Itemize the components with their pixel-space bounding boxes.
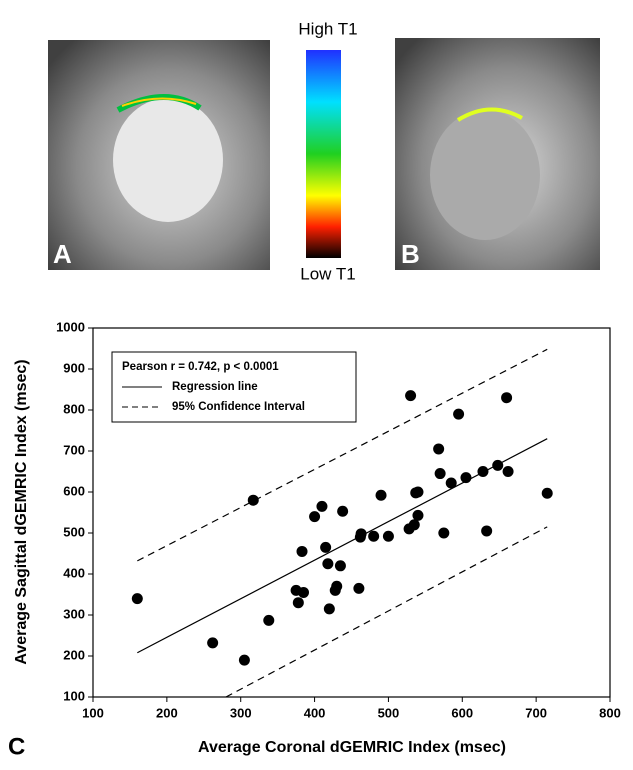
point xyxy=(297,586,309,598)
point xyxy=(382,530,394,542)
point xyxy=(334,560,346,572)
image-a xyxy=(48,40,270,270)
point xyxy=(368,530,380,542)
y-tick-label: 100 xyxy=(63,688,85,703)
point xyxy=(445,477,457,489)
y-tick-label: 600 xyxy=(63,483,85,498)
point xyxy=(408,519,420,531)
x-tick-label: 600 xyxy=(451,705,473,720)
point xyxy=(460,472,472,484)
point xyxy=(492,459,504,471)
y-tick-label: 200 xyxy=(63,647,85,662)
point xyxy=(292,597,304,609)
confidence-upper xyxy=(137,348,548,562)
point xyxy=(323,603,335,615)
legend-label: Regression line xyxy=(172,381,258,393)
x-tick-label: 100 xyxy=(82,705,104,720)
point xyxy=(322,558,334,570)
point xyxy=(263,614,275,626)
y-tick-label: 700 xyxy=(63,442,85,457)
x-tick-label: 200 xyxy=(156,705,178,720)
colorbar-high-label: High T1 xyxy=(298,19,357,38)
point xyxy=(453,408,465,420)
point xyxy=(502,466,514,477)
point xyxy=(296,545,308,557)
point xyxy=(501,392,513,404)
point xyxy=(353,582,365,594)
colorbar-low-label: Low T1 xyxy=(300,264,355,283)
point xyxy=(433,443,445,455)
panel-label: A xyxy=(53,239,72,269)
confidence-lower xyxy=(225,526,548,698)
point xyxy=(434,468,446,480)
plot-frame xyxy=(92,327,611,698)
point xyxy=(238,654,250,666)
y-tick-label: 400 xyxy=(63,565,85,580)
x-tick-label: 300 xyxy=(230,705,252,720)
y-tick-label: 900 xyxy=(63,360,85,375)
x-tick-label: 500 xyxy=(378,705,400,720)
point xyxy=(337,505,349,517)
point xyxy=(247,494,259,506)
point xyxy=(477,466,489,477)
x-tick-label: 400 xyxy=(304,705,326,720)
point xyxy=(355,528,367,540)
x-tick-label: 800 xyxy=(599,705,621,720)
y-tick-label: 300 xyxy=(63,606,85,621)
colorbar xyxy=(306,50,341,258)
y-tick-label: 1000 xyxy=(56,319,85,334)
point xyxy=(412,486,424,498)
panel-label: B xyxy=(401,239,420,269)
x-axis-label: Average Coronal dGEMRIC Index (msec) xyxy=(198,739,506,756)
y-tick-label: 800 xyxy=(63,401,85,416)
point xyxy=(405,390,417,402)
point xyxy=(131,593,143,605)
point xyxy=(481,525,493,537)
image-b xyxy=(395,38,600,270)
y-tick-label: 500 xyxy=(63,524,85,539)
legend-label: 95% Confidence Interval xyxy=(172,401,305,413)
y-axis-label: Average Sagittal dGEMRIC Index (msec) xyxy=(13,359,30,664)
point xyxy=(375,489,387,501)
panel-label: C xyxy=(8,733,25,760)
point xyxy=(309,511,321,523)
point xyxy=(412,509,424,521)
point xyxy=(438,527,450,539)
point xyxy=(331,580,343,592)
x-tick-label: 700 xyxy=(525,705,547,720)
point xyxy=(207,637,219,649)
point xyxy=(541,487,553,499)
annotation: Pearson r = 0.742, p < 0.0001 xyxy=(122,361,279,373)
point xyxy=(316,500,328,512)
point xyxy=(320,541,332,553)
